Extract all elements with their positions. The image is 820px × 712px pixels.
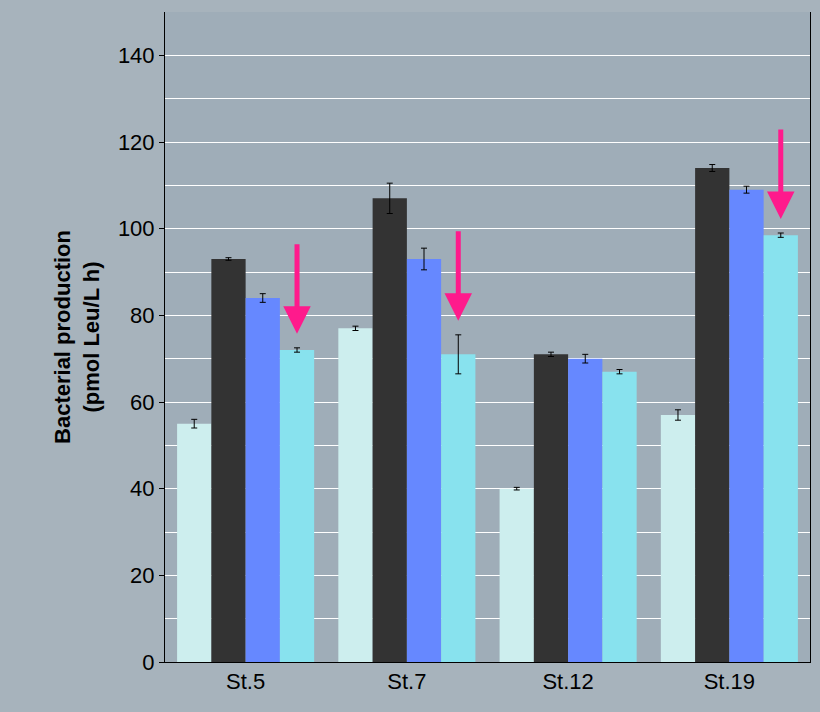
svg-text:20: 20 <box>130 563 154 588</box>
svg-text:60: 60 <box>130 390 154 415</box>
svg-text:0: 0 <box>142 650 154 675</box>
svg-text:40: 40 <box>130 476 154 501</box>
svg-text:St.12: St.12 <box>542 669 593 694</box>
svg-text:120: 120 <box>118 130 155 155</box>
svg-text:St.5: St.5 <box>226 669 265 694</box>
svg-text:80: 80 <box>130 303 154 328</box>
svg-text:St.7: St.7 <box>387 669 426 694</box>
svg-text:140: 140 <box>118 43 155 68</box>
svg-text:Bacterial production(pmol Leu/: Bacterial production(pmol Leu/L h) <box>50 230 104 444</box>
svg-text:100: 100 <box>118 216 155 241</box>
svg-text:St.19: St.19 <box>704 669 755 694</box>
